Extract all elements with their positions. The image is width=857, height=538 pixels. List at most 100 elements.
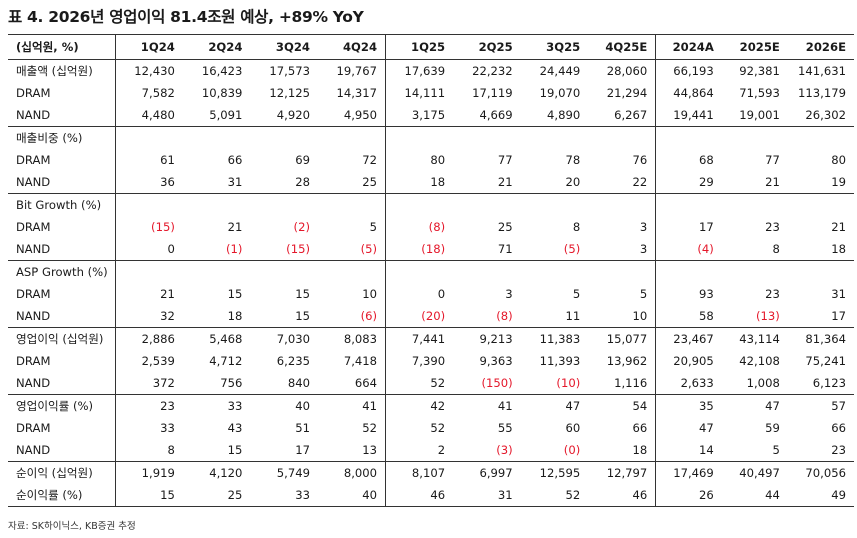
value-cell	[588, 126, 656, 149]
value-cell	[787, 193, 854, 216]
value-cell: 5	[572, 287, 581, 301]
value-cell: 6,235	[276, 354, 310, 368]
value-cell	[520, 260, 589, 283]
table-row: NAND 0 (1) (15) (5) (18) 71 (5) 3 (4) 8 18	[8, 238, 854, 261]
value-cell	[453, 260, 521, 283]
value-cell: 72	[362, 153, 378, 167]
value-cell: 40,497	[721, 461, 788, 484]
value-cell: 57	[787, 394, 854, 417]
value-cell: 51	[295, 421, 310, 435]
value-cell: 54	[588, 394, 656, 417]
value-cell	[520, 193, 589, 216]
row-label: NAND	[16, 108, 51, 122]
value-cell: 59	[765, 421, 780, 435]
value-cell: 16,423	[201, 64, 243, 78]
value-cell: 77	[765, 153, 780, 167]
value-cell: 113,179	[798, 86, 846, 100]
header-cell: 3Q25	[520, 34, 589, 60]
value-cell: 36	[114, 171, 183, 194]
row-label: ASP Growth (%)	[8, 260, 116, 283]
value-cell: 5	[369, 220, 378, 234]
value-cell: 17	[295, 443, 310, 457]
value-cell: 33	[182, 394, 251, 417]
value-cell: 71,593	[739, 86, 780, 100]
value-cell: 46	[385, 484, 454, 507]
value-cell: 40	[250, 394, 318, 417]
value-cell: 33	[250, 484, 318, 507]
value-cell: 12,797	[588, 461, 656, 484]
value-cell: 44,864	[655, 82, 722, 104]
value-cell: (18)	[385, 238, 454, 261]
source-note: 자료: SK하이닉스, KB증권 추정	[8, 521, 136, 532]
value-cell: 6,267	[614, 108, 648, 122]
value-cell: 11	[565, 309, 581, 323]
value-cell	[453, 193, 521, 216]
value-cell: (4)	[655, 238, 722, 261]
value-cell: 68	[655, 149, 722, 171]
table-row: DRAM 2,539 4,712 6,235 7,418 7,390 9,363 11,393…	[8, 350, 854, 372]
table-row: 영업이익 (십억원) 2,886 5,468 7,030 8,083 7,441 9,213…	[8, 327, 854, 350]
row-label: DRAM	[16, 220, 51, 234]
row-label: DRAM	[16, 421, 51, 435]
value-cell: 840	[287, 376, 310, 390]
value-cell: 47	[721, 394, 788, 417]
value-cell: 24,449	[539, 64, 581, 78]
value-cell: 47	[520, 394, 589, 417]
value-cell: 26	[655, 484, 722, 507]
value-cell: 21	[765, 175, 780, 189]
value-cell: 5	[772, 443, 780, 457]
value-cell: 15	[295, 287, 310, 301]
value-cell: 26,302	[805, 108, 846, 122]
value-cell: (8)	[496, 309, 513, 323]
value-cell: 31	[831, 287, 846, 301]
value-cell: 9,363	[479, 354, 513, 368]
value-cell: 32	[114, 305, 183, 328]
value-cell	[453, 126, 521, 149]
value-cell: 28	[295, 175, 310, 189]
value-cell: 23	[765, 287, 780, 301]
row-label: DRAM	[16, 153, 51, 167]
value-cell: 22	[632, 175, 648, 189]
value-cell: 22,232	[472, 64, 513, 78]
row-label: 순이익 (십억원)	[8, 461, 116, 484]
value-cell: 3	[505, 287, 513, 301]
header-cell: 2Q25	[453, 34, 521, 60]
value-cell: 14	[655, 439, 722, 462]
value-cell	[721, 126, 788, 149]
header-cell: 2024A	[655, 34, 722, 60]
value-cell: 15	[227, 443, 243, 457]
value-cell: 81,364	[787, 327, 854, 350]
value-cell: 2,886	[114, 327, 183, 350]
value-cell: 13	[362, 443, 378, 457]
row-label: 영업이익률 (%)	[8, 394, 116, 417]
value-cell: 7,441	[385, 327, 454, 350]
header-cell-unit: (십억원, %)	[8, 34, 116, 60]
value-cell: (1)	[225, 242, 243, 256]
value-cell: 47	[655, 417, 722, 439]
value-cell: 42,108	[739, 354, 780, 368]
value-cell: 13,962	[606, 354, 648, 368]
value-cell: (5)	[360, 242, 378, 256]
value-cell: 43,114	[721, 327, 788, 350]
value-cell: 46	[588, 484, 656, 507]
value-cell: 40	[317, 484, 386, 507]
value-cell: 31	[453, 484, 521, 507]
value-cell	[250, 126, 318, 149]
value-cell: 9,213	[453, 327, 521, 350]
value-cell: 78	[565, 153, 581, 167]
table-row: 매출비중 (%)	[8, 126, 854, 149]
value-cell: 7,390	[385, 350, 454, 372]
table-row: Bit Growth (%)	[8, 193, 854, 216]
value-cell: 4,890	[547, 108, 581, 122]
value-cell: 6,997	[453, 461, 521, 484]
value-cell: 17,119	[472, 86, 513, 100]
value-cell	[588, 260, 656, 283]
value-cell: 52	[520, 484, 589, 507]
value-cell	[114, 193, 183, 216]
value-cell: 17,573	[269, 64, 310, 78]
row-label: DRAM	[16, 354, 51, 368]
value-cell	[721, 193, 788, 216]
value-cell: 4,920	[276, 108, 310, 122]
value-cell: 0	[385, 283, 454, 305]
row-label: NAND	[16, 175, 51, 189]
